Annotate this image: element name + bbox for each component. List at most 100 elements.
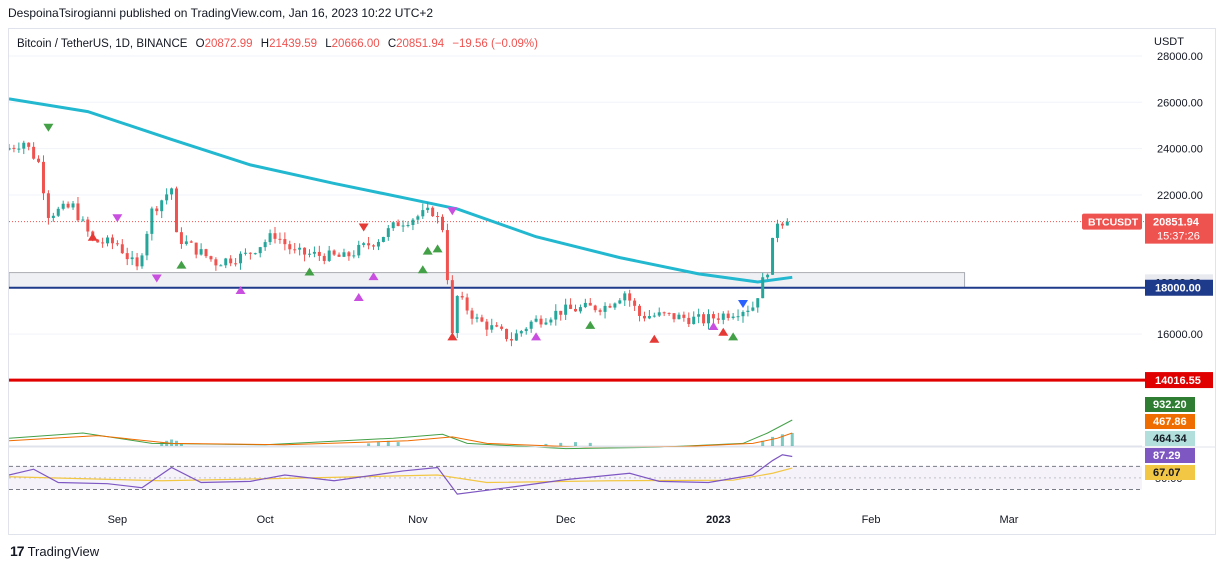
candle-body — [229, 258, 233, 264]
signal-marker — [585, 320, 596, 329]
candle-body — [307, 253, 311, 255]
candle-body — [775, 223, 779, 238]
price-axis[interactable]: 28000.00 26000.00 24000.00 22000.00 16000.00… — [1082, 51, 1213, 485]
candle-body — [9, 147, 11, 150]
candle-body — [411, 219, 415, 225]
candle-body — [273, 233, 277, 239]
signal-marker — [737, 299, 748, 308]
macd-histogram-bar — [367, 443, 371, 446]
candle-body — [120, 244, 124, 254]
candle-body — [440, 216, 444, 231]
candle-body — [588, 302, 592, 306]
candle-body — [490, 325, 494, 330]
candle-body — [342, 252, 346, 257]
candle-body — [707, 314, 711, 324]
time-tick-label: Sep — [108, 514, 128, 526]
candle-body — [578, 307, 582, 312]
price-tick-label: 28000.00 — [1157, 51, 1203, 63]
candle-body — [125, 253, 129, 260]
candle-body — [736, 316, 740, 318]
candle-body — [32, 146, 36, 159]
candle-body — [386, 228, 390, 237]
candle-body — [450, 280, 454, 334]
footer: 17 TradingView — [10, 543, 99, 559]
candle-body — [367, 243, 371, 246]
candle-body — [209, 256, 213, 260]
signal-marker — [112, 214, 123, 223]
candle-body — [421, 210, 425, 217]
candle-body — [174, 188, 178, 233]
macd-histogram-bar — [160, 442, 164, 446]
candle-body — [293, 249, 297, 251]
candle-body — [608, 305, 612, 308]
signal-markers — [43, 123, 748, 343]
macd-histogram-bar — [790, 433, 794, 446]
candle-body — [583, 302, 587, 308]
candle-body — [495, 325, 499, 327]
candle-body — [647, 316, 651, 319]
candle-body — [721, 313, 725, 320]
price-tick-label: 24000.00 — [1157, 144, 1203, 156]
candle-body — [179, 232, 183, 244]
candle-body — [519, 331, 523, 334]
candle-body — [401, 225, 405, 227]
candle-body — [500, 326, 504, 329]
candle-body — [514, 333, 518, 341]
candle-body — [352, 255, 356, 257]
rsi-ma-line — [9, 467, 793, 484]
candle-body — [751, 307, 755, 311]
macd-tag-bg — [1145, 414, 1195, 429]
signal-marker — [649, 334, 660, 343]
candle-body — [22, 142, 26, 149]
price-chart[interactable]: Bitcoin / TetherUS, 1D, BINANCE O20872.9… — [9, 29, 1215, 534]
macd-pane — [9, 419, 1215, 450]
candle-body — [731, 316, 735, 318]
grid — [9, 55, 1142, 335]
candle-body — [278, 238, 282, 240]
candle-body — [317, 251, 321, 256]
candle-body — [549, 319, 553, 323]
signal-marker — [531, 332, 542, 341]
symbol-tag: BTCUSDT — [1088, 217, 1139, 229]
candle-body — [697, 314, 701, 317]
candle-body — [130, 257, 134, 260]
candle-body — [71, 203, 75, 208]
macd-histogram-bar — [574, 442, 577, 446]
time-tick-label: Feb — [862, 514, 881, 526]
last-price-label: 20851.94 — [1153, 217, 1200, 229]
candle-body — [96, 239, 100, 243]
candle-body — [667, 312, 671, 314]
signal-marker — [353, 293, 364, 302]
candle-body — [150, 208, 154, 234]
candle-body — [61, 203, 65, 209]
currency-label: USDT — [1154, 36, 1184, 48]
candle-body — [66, 203, 70, 208]
candle-body — [633, 300, 637, 306]
candle-body — [17, 148, 21, 150]
level-tag-label: 14016.55 — [1155, 375, 1201, 387]
candle-body — [628, 293, 632, 301]
signal-marker — [368, 272, 379, 281]
candle-body — [593, 305, 597, 311]
candle-body — [569, 304, 573, 309]
time-axis[interactable]: Sep Oct Nov Dec 2023 Feb Mar — [108, 514, 1019, 526]
candle-body — [199, 249, 203, 255]
candle-body — [771, 237, 775, 275]
signal-marker — [176, 260, 187, 269]
candle-body — [110, 237, 114, 244]
time-tick-label: Mar — [1000, 514, 1019, 526]
high-value: 21439.59 — [269, 38, 317, 50]
candle-body — [140, 255, 144, 267]
macd-histogram-bar — [170, 439, 174, 446]
time-tick-label: Nov — [408, 514, 428, 526]
brand-name: TradingView — [27, 543, 100, 559]
candle-body — [529, 321, 533, 329]
signal-marker — [417, 265, 428, 274]
candle-body — [194, 242, 198, 255]
candle-body — [436, 216, 440, 218]
rsi-tag-label: 87.29 — [1153, 450, 1181, 462]
candle-body — [677, 314, 681, 320]
candle-body — [243, 252, 247, 254]
candle-body — [613, 303, 617, 308]
candle-body — [165, 194, 169, 201]
